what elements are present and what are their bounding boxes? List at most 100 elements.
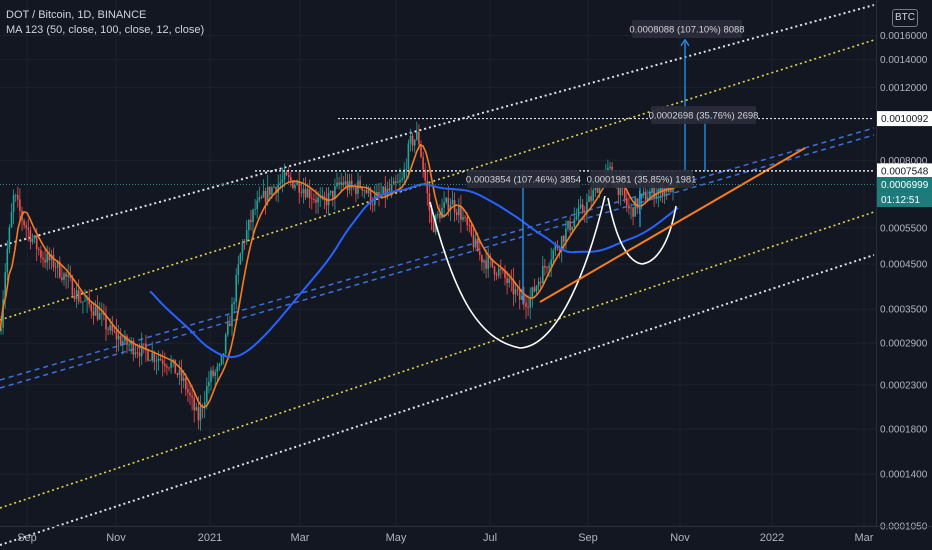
candle-body [644,191,647,201]
candle-body [588,196,590,202]
candle-body [10,212,13,228]
y-tick-label: 0.0002900 [880,339,928,350]
price-label-bg [877,163,932,179]
candle-body [548,265,550,269]
candle-body [235,275,237,302]
candle-body [132,341,135,355]
candle-body [338,182,340,185]
time-axis-separator [0,526,932,527]
y-tick-label: 0.0001400 [880,470,928,481]
candle-body [193,397,195,411]
candle-body [279,182,282,185]
candle-body [300,192,303,194]
candle-body [155,360,158,362]
candle-body [94,306,97,316]
candle-body [655,194,657,199]
candle-body [632,207,634,217]
candle-body [445,197,447,203]
price-axis[interactable]: 0.00160000.00140000.00120000.00080000.00… [877,31,932,533]
x-tick-label: Sep [578,532,598,544]
candle-body [168,367,170,369]
candle-body [334,186,336,199]
candle-body [340,182,342,185]
candle-body [529,298,531,308]
candle-body [82,301,84,303]
candle-body [199,406,202,421]
measure-label-bg [467,170,580,188]
candle-body [560,236,563,251]
channel-lower-outer [0,254,875,546]
candle-body [441,207,443,219]
candle-body [634,198,636,217]
channel-mid-b [0,134,875,389]
candle-body [390,184,393,191]
candle-body [35,236,38,250]
candle-body [185,378,187,390]
candle-body [176,373,179,376]
time-axis[interactable]: Sep Nov 2021 Mar May Jul Sep Nov 2022 Mar [17,532,874,544]
currency-badge[interactable]: BTC [892,9,918,27]
candle-body [485,260,487,269]
candle-body [90,304,93,312]
candle-body [630,207,632,209]
candle-body [33,236,36,239]
candle-body [353,187,355,189]
candle-body [147,350,149,361]
candle-body [329,190,332,193]
x-tick-label: 2021 [198,532,222,544]
candle-body [476,238,479,252]
candle-body [254,209,256,210]
candle-body [4,272,6,300]
candle-body [455,212,458,216]
candle-body [164,363,166,367]
candle-body [315,199,317,203]
candle-body [250,219,252,223]
candle-body [19,199,21,211]
candle-body [317,197,319,203]
candle-body [365,190,368,194]
candle-body [46,253,48,263]
candle-body [422,157,424,170]
candle-body [27,227,30,230]
candle-body [430,210,433,223]
candle-body [14,195,17,196]
candle-body [101,313,103,314]
candle-body [474,238,477,248]
candle-body [579,204,582,208]
candle-body [203,402,206,408]
candle-body [405,169,408,170]
measure-label-bg [632,20,742,38]
candle-body [409,135,412,144]
candle-body [111,325,114,331]
symbol-title[interactable]: DOT / Bitcoin, 1D, BINANCE [6,9,147,21]
y-tick-label: 0.0016000 [880,31,928,42]
candle-body [119,335,122,345]
indicator-title[interactable]: MA 123 (50, close, 100, close, 12, close… [6,24,205,36]
candle-body [495,274,498,276]
candle-body [516,289,519,291]
candle-body [523,296,525,303]
candle-body [283,172,286,180]
y-tick-label: 0.0001800 [880,424,928,435]
candle-body [275,187,277,194]
measure-label-bg [590,170,693,188]
candle-body [371,204,374,206]
orange-trendline [539,147,806,303]
candle-body [437,213,439,216]
candle-body [567,220,569,229]
candle-body [145,343,147,351]
candle-body [31,238,34,243]
candle-body [96,306,99,320]
price-label: 01:12:51 [881,195,920,206]
candle-body [292,180,294,189]
x-tick-label: Mar [855,532,874,544]
candle-body [497,268,500,276]
candle-body [586,201,588,213]
candle-body [460,206,462,220]
candle-body [470,225,473,235]
candle-body [518,289,521,300]
candle-body [319,196,321,198]
cup-shape-small [607,197,677,265]
candle-body [590,196,592,201]
